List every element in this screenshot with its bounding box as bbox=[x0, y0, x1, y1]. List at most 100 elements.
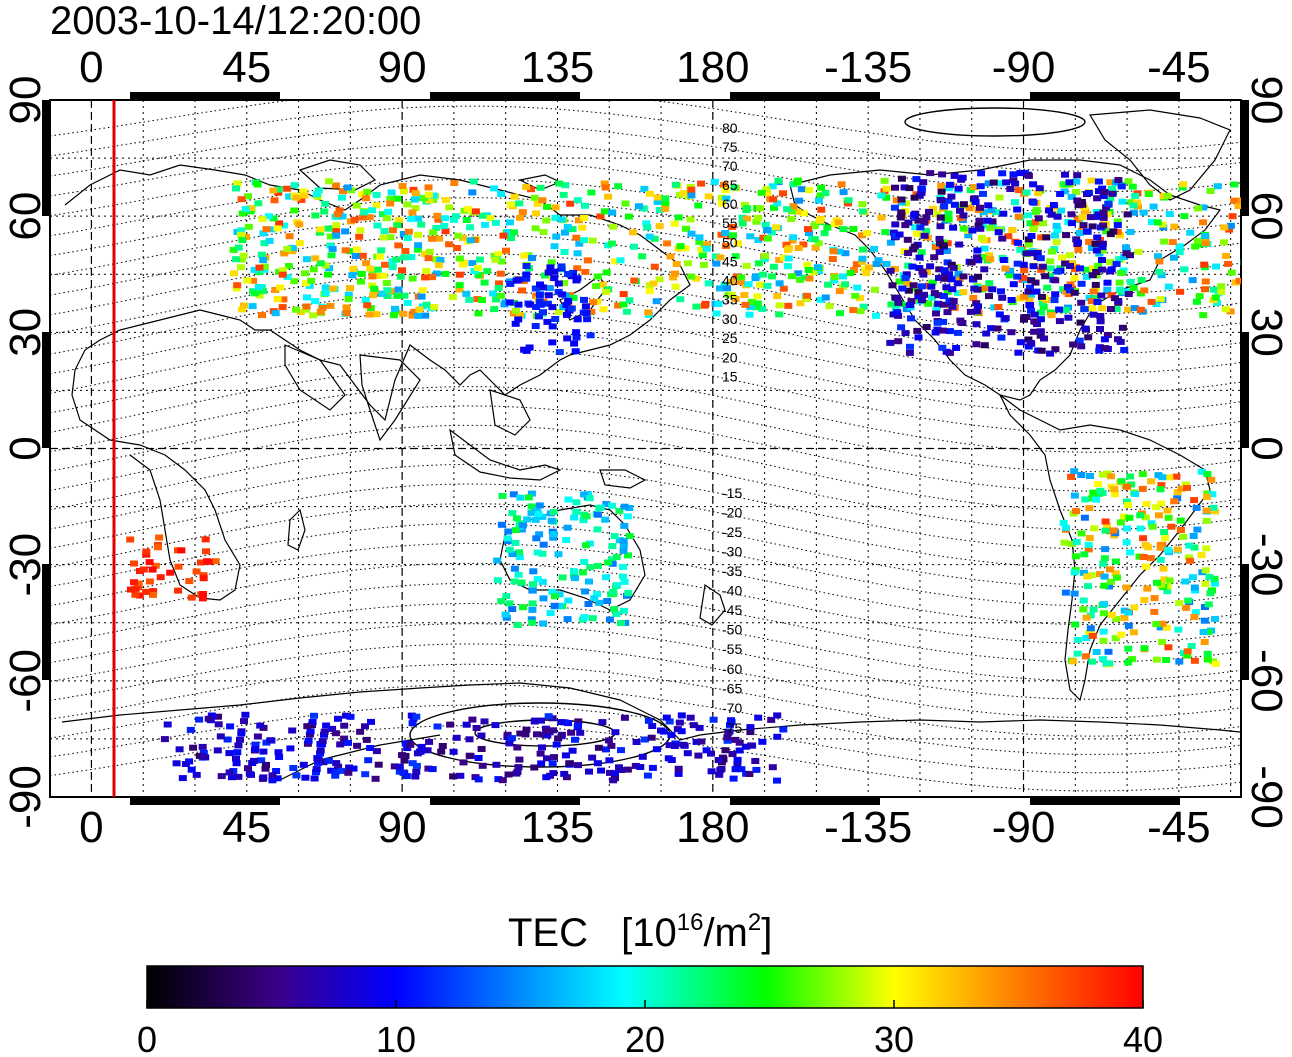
tec-point bbox=[1085, 239, 1094, 245]
tec-point bbox=[912, 230, 921, 237]
tec-point bbox=[1144, 191, 1153, 198]
tec-point bbox=[441, 215, 450, 222]
tec-point bbox=[343, 184, 352, 191]
tec-point bbox=[543, 203, 551, 210]
tec-point bbox=[1256, 243, 1264, 249]
lat-tick-label: 60 bbox=[1, 192, 50, 241]
tec-point bbox=[572, 508, 581, 515]
tec-point bbox=[1111, 635, 1120, 642]
tec-point bbox=[341, 247, 350, 254]
tec-point bbox=[752, 273, 761, 280]
tec-point bbox=[1131, 491, 1140, 497]
tec-point bbox=[529, 581, 537, 588]
tec-point bbox=[644, 717, 653, 724]
tec-point bbox=[568, 226, 577, 233]
tec-point bbox=[334, 763, 343, 770]
tec-point bbox=[901, 275, 910, 282]
tec-point bbox=[1084, 334, 1093, 341]
tec-point bbox=[731, 253, 740, 260]
tec-point bbox=[1115, 256, 1124, 263]
tec-point bbox=[549, 534, 558, 541]
tec-point bbox=[945, 181, 954, 188]
tec-point bbox=[1112, 616, 1121, 622]
tec-point bbox=[1240, 281, 1241, 288]
tec-point bbox=[1284, 253, 1292, 259]
tec-point bbox=[1179, 181, 1188, 188]
tec-point bbox=[1183, 484, 1191, 491]
tec-point bbox=[358, 191, 367, 198]
tec-point bbox=[1210, 580, 1219, 587]
tec-point bbox=[1094, 178, 1103, 185]
tec-point bbox=[468, 260, 477, 267]
tec-point bbox=[296, 309, 305, 315]
tec-point bbox=[852, 261, 861, 268]
tec-point bbox=[1070, 468, 1079, 475]
tec-point bbox=[1076, 319, 1085, 326]
tec-point bbox=[687, 273, 696, 280]
tec-point bbox=[404, 228, 413, 235]
tec-data-points bbox=[126, 169, 1292, 784]
tec-point bbox=[312, 769, 320, 776]
tec-point bbox=[199, 591, 207, 597]
tec-point bbox=[523, 516, 532, 523]
tec-point bbox=[1016, 339, 1025, 346]
tec-point bbox=[555, 349, 564, 356]
tec-point bbox=[564, 597, 573, 604]
tec-point bbox=[760, 256, 769, 263]
tec-point bbox=[859, 303, 868, 310]
tec-point bbox=[1269, 263, 1277, 269]
contour-label: 75 bbox=[722, 139, 738, 155]
tec-point bbox=[496, 270, 505, 277]
tec-point bbox=[1258, 253, 1266, 259]
tec-point bbox=[551, 316, 560, 322]
tec-point bbox=[186, 726, 195, 733]
tec-point bbox=[1164, 283, 1173, 290]
tec-point bbox=[677, 712, 686, 719]
tec-point bbox=[424, 255, 433, 262]
tec-point bbox=[888, 282, 897, 289]
tec-point bbox=[549, 531, 558, 538]
tec-point bbox=[987, 207, 996, 213]
tec-point bbox=[367, 282, 376, 289]
tec-point bbox=[917, 249, 926, 256]
tec-point bbox=[619, 291, 628, 298]
tec-point bbox=[442, 197, 450, 204]
tec-point bbox=[257, 757, 266, 764]
tec-point bbox=[981, 285, 989, 292]
tec-point bbox=[980, 245, 989, 252]
tec-point bbox=[516, 312, 524, 318]
tec-point bbox=[278, 267, 287, 274]
tec-point bbox=[402, 773, 411, 780]
tec-point bbox=[303, 294, 311, 301]
tec-point bbox=[1006, 267, 1015, 274]
tec-point bbox=[1202, 507, 1211, 514]
tec-point bbox=[361, 723, 369, 730]
tec-point bbox=[964, 232, 973, 239]
tec-point bbox=[493, 557, 502, 564]
lat-tick-label: 60 bbox=[1242, 192, 1291, 241]
tec-point bbox=[1077, 199, 1086, 205]
tec-point bbox=[686, 216, 695, 223]
tec-point bbox=[914, 217, 923, 224]
tec-point bbox=[398, 267, 406, 274]
tec-point bbox=[507, 235, 516, 241]
tec-point bbox=[536, 301, 545, 308]
tec-point bbox=[757, 189, 766, 196]
tec-point bbox=[1081, 325, 1090, 332]
tec-point bbox=[648, 764, 657, 771]
tec-point bbox=[703, 241, 711, 248]
tec-point bbox=[1067, 473, 1076, 480]
tec-point bbox=[262, 226, 271, 233]
tec-point bbox=[142, 588, 151, 595]
tec-point bbox=[1237, 197, 1241, 204]
tec-point bbox=[768, 183, 777, 190]
tec-point bbox=[264, 213, 273, 220]
tec-point bbox=[1100, 189, 1109, 195]
tec-point bbox=[251, 746, 260, 752]
tec-point bbox=[968, 275, 977, 282]
tec-point bbox=[1285, 185, 1292, 191]
tec-point bbox=[1201, 233, 1210, 240]
tec-point bbox=[1030, 224, 1039, 231]
tec-point bbox=[564, 496, 573, 503]
